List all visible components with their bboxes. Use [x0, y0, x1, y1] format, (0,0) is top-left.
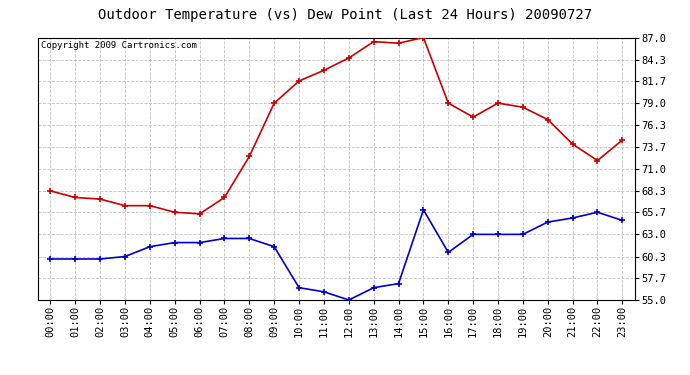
- Text: Copyright 2009 Cartronics.com: Copyright 2009 Cartronics.com: [41, 42, 197, 51]
- Text: Outdoor Temperature (vs) Dew Point (Last 24 Hours) 20090727: Outdoor Temperature (vs) Dew Point (Last…: [98, 8, 592, 21]
